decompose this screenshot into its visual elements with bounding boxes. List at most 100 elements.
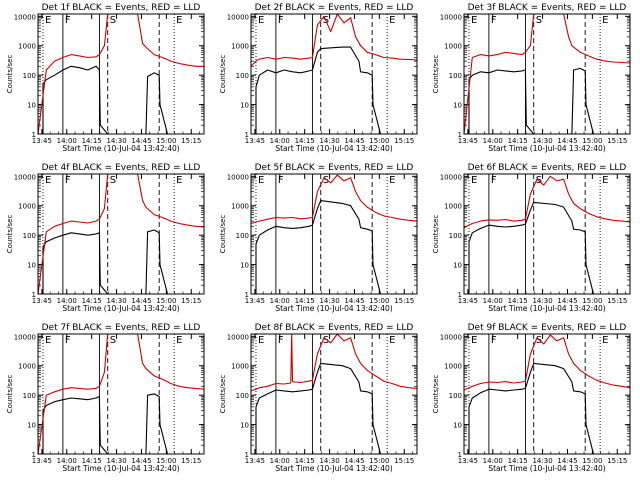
y-tick-label: 1000 xyxy=(231,203,249,211)
x-tick-label: 13:45 xyxy=(458,137,478,145)
x-tick-label: 15:15 xyxy=(394,137,414,145)
series-lld-line xyxy=(463,334,631,391)
y-tick-label: 1000 xyxy=(18,203,36,211)
x-tick-label: 13:45 xyxy=(245,297,265,305)
x-tick-label: 14:15 xyxy=(508,457,528,465)
x-tick-label: 14:00 xyxy=(57,297,77,305)
x-tick-label: 15:00 xyxy=(156,297,176,305)
x-tick-label: 14:30 xyxy=(106,457,126,465)
x-tick-label: 15:15 xyxy=(181,137,201,145)
y-tick-label: 10 xyxy=(27,422,36,430)
y-tick-label: 10 xyxy=(240,262,249,270)
x-tick-label: 14:30 xyxy=(106,297,126,305)
y-tick-label: 1 xyxy=(245,451,249,459)
y-tick-label: 100 xyxy=(23,72,36,80)
series-events-line xyxy=(38,393,175,455)
y-tick-label: 100 xyxy=(449,392,462,400)
x-axis-label: Start Time (10-Jul-04 13:42:40) xyxy=(488,464,605,473)
x-tick-label: 14:15 xyxy=(295,297,315,305)
x-tick-label: 14:45 xyxy=(344,457,364,465)
x-tick-label: 14:15 xyxy=(82,297,102,305)
x-tick-label: 14:00 xyxy=(270,297,290,305)
y-tick-label: 1 xyxy=(32,451,36,459)
y-tick-label: 100 xyxy=(23,392,36,400)
y-tick-label: 1 xyxy=(245,291,249,299)
y-tick-label: 1000 xyxy=(444,43,462,51)
marker-label: F xyxy=(491,175,497,186)
x-tick-label: 14:45 xyxy=(344,297,364,305)
x-axis-label: Start Time (10-Jul-04 13:42:40) xyxy=(488,304,605,313)
y-tick-label: 1000 xyxy=(444,203,462,211)
x-tick-label: 14:30 xyxy=(532,297,552,305)
plot-frame xyxy=(250,333,418,455)
x-tick-label: 14:15 xyxy=(508,137,528,145)
marker-label: E xyxy=(258,175,264,186)
x-tick-label: 13:45 xyxy=(458,457,478,465)
y-tick-label: 1000 xyxy=(18,43,36,51)
series-events-line xyxy=(464,362,601,455)
series-events-line xyxy=(464,67,601,135)
series-lld-line xyxy=(250,333,418,392)
y-tick-label: 1 xyxy=(32,291,36,299)
marker-label: F xyxy=(491,335,497,346)
panel-title: Det 4f BLACK = Events, RED = LLD xyxy=(42,163,201,173)
x-axis-label: Start Time (10-Jul-04 13:42:40) xyxy=(62,464,179,473)
y-tick-label: 10000 xyxy=(440,13,462,21)
y-tick-label: 1000 xyxy=(18,363,36,371)
x-axis-label: Start Time (10-Jul-04 13:42:40) xyxy=(275,464,392,473)
x-tick-label: 15:00 xyxy=(582,457,602,465)
marker-label: E xyxy=(258,335,264,346)
marker-label: E xyxy=(45,15,51,26)
y-axis-label: Counts/sec xyxy=(432,215,440,254)
panel-det-5: Det 5f BLACK = Events, RED = LLD Counts/s… xyxy=(219,163,418,313)
marker-label: E xyxy=(258,15,264,26)
y-tick-label: 10 xyxy=(453,102,462,110)
x-tick-label: 15:15 xyxy=(394,297,414,305)
plot-frame xyxy=(463,13,631,135)
x-axis-label: Start Time (10-Jul-04 13:42:40) xyxy=(275,304,392,313)
x-tick-label: 14:15 xyxy=(82,457,102,465)
panel-title: Det 3f BLACK = Events, RED = LLD xyxy=(468,3,627,13)
marker-label: E xyxy=(471,335,477,346)
y-tick-label: 10 xyxy=(240,102,249,110)
y-tick-label: 10000 xyxy=(14,333,36,341)
series-lld-line xyxy=(250,13,418,67)
series-events-line xyxy=(38,65,175,135)
x-tick-label: 15:15 xyxy=(394,457,414,465)
series-events-line xyxy=(251,200,388,295)
x-tick-label: 14:30 xyxy=(319,137,339,145)
y-tick-label: 1 xyxy=(32,131,36,139)
marker-label: S xyxy=(536,335,542,346)
y-tick-label: 10 xyxy=(27,262,36,270)
marker-label: F xyxy=(65,335,71,346)
y-tick-label: 10000 xyxy=(227,173,249,181)
x-tick-label: 14:45 xyxy=(131,297,151,305)
marker-label: F xyxy=(65,175,71,186)
plot-frame xyxy=(463,173,631,295)
marker-label: F xyxy=(278,335,284,346)
x-tick-label: 15:00 xyxy=(582,137,602,145)
panel-title: Det 6f BLACK = Events, RED = LLD xyxy=(468,163,627,173)
x-tick-label: 14:30 xyxy=(532,457,552,465)
marker-label: E xyxy=(389,335,395,346)
plot-frame xyxy=(37,333,205,455)
marker-label: E xyxy=(602,335,608,346)
x-tick-label: 15:00 xyxy=(582,297,602,305)
series-events-line xyxy=(464,201,601,295)
marker-label: E xyxy=(471,15,477,26)
x-tick-label: 14:45 xyxy=(557,297,577,305)
x-tick-label: 13:45 xyxy=(32,297,52,305)
marker-label: E xyxy=(176,175,182,186)
x-tick-label: 13:45 xyxy=(245,457,265,465)
y-axis-label: Counts/sec xyxy=(219,215,227,254)
x-tick-label: 14:30 xyxy=(532,137,552,145)
x-axis-label: Start Time (10-Jul-04 13:42:40) xyxy=(62,144,179,153)
y-tick-label: 10000 xyxy=(14,173,36,181)
y-tick-label: 10 xyxy=(453,422,462,430)
y-tick-label: 100 xyxy=(236,392,249,400)
x-tick-label: 14:00 xyxy=(270,457,290,465)
series-events-line xyxy=(251,362,388,455)
panel-title: Det 2f BLACK = Events, RED = LLD xyxy=(255,3,414,13)
